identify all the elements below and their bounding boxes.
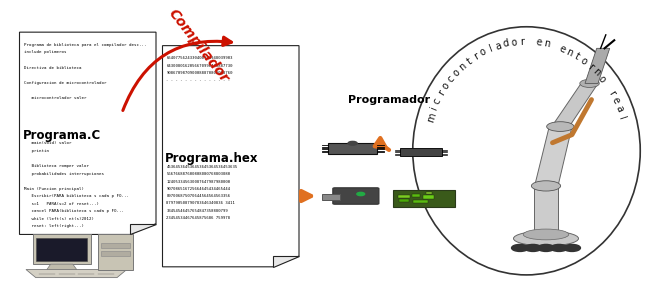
FancyBboxPatch shape — [333, 188, 379, 204]
Text: o: o — [440, 80, 452, 91]
FancyBboxPatch shape — [32, 234, 91, 264]
Text: Main (Funcion principal): Main (Funcion principal) — [24, 187, 84, 191]
Text: Biblioteca romper valor: Biblioteca romper valor — [24, 164, 89, 168]
Text: o: o — [578, 55, 589, 67]
Text: 33454546457654847358880799: 33454546457654847358880799 — [166, 209, 228, 213]
FancyBboxPatch shape — [413, 200, 428, 203]
Text: while (left(s) nt(s)2012): while (left(s) nt(s)2012) — [24, 217, 94, 221]
Text: probabilidades interrupciones: probabilidades interrupciones — [24, 171, 104, 176]
Circle shape — [357, 192, 365, 196]
Polygon shape — [162, 46, 299, 267]
Text: microcontrolador valer: microcontrolador valer — [24, 96, 86, 100]
Text: c: c — [432, 96, 443, 106]
Text: m: m — [425, 111, 437, 123]
Text: 124053345630087647987980000: 124053345630087647987980000 — [166, 180, 231, 184]
Text: t: t — [573, 51, 581, 62]
FancyBboxPatch shape — [426, 192, 432, 194]
Ellipse shape — [532, 181, 560, 191]
Text: e: e — [610, 96, 621, 106]
Text: r: r — [472, 51, 480, 62]
FancyBboxPatch shape — [422, 195, 434, 200]
FancyBboxPatch shape — [36, 238, 87, 261]
Text: r: r — [606, 89, 617, 97]
Text: o: o — [511, 37, 518, 48]
Polygon shape — [47, 264, 77, 269]
Ellipse shape — [547, 122, 574, 131]
Polygon shape — [585, 48, 610, 83]
Text: 453645364536453645364536453635: 453645364536453645364536453635 — [166, 165, 238, 169]
Text: main(void) valor: main(void) valor — [24, 142, 72, 145]
Text: Programa de biblioteca para el compilador desc...: Programa de biblioteca para el compilado… — [24, 43, 146, 47]
Text: - - - - - - - - - - - - - -: - - - - - - - - - - - - - - — [166, 78, 231, 82]
FancyBboxPatch shape — [400, 148, 442, 156]
Text: 907086516725664645434465444: 907086516725664645434465444 — [166, 187, 231, 191]
Ellipse shape — [413, 27, 640, 275]
Text: include polimeros: include polimeros — [24, 50, 66, 55]
FancyBboxPatch shape — [393, 190, 455, 207]
Circle shape — [512, 245, 528, 251]
Text: Escribir(PARA biblioteca s cada p FO...: Escribir(PARA biblioteca s cada p FO... — [24, 194, 129, 198]
Ellipse shape — [523, 229, 569, 240]
Text: l: l — [488, 44, 494, 54]
FancyBboxPatch shape — [412, 194, 420, 197]
Text: reset: left(right...): reset: left(right...) — [24, 224, 84, 228]
FancyBboxPatch shape — [399, 200, 409, 202]
Text: a: a — [613, 104, 625, 113]
Text: r: r — [436, 89, 447, 97]
Text: 897006875070644564564563356: 897006875070644564564563356 — [166, 194, 231, 198]
Text: 6540775624330400994948039903: 6540775624330400994948039903 — [166, 56, 233, 61]
Text: n: n — [543, 38, 551, 50]
Polygon shape — [551, 83, 598, 127]
Text: 566766887600808080768803080: 566766887600808080768803080 — [166, 172, 231, 176]
Text: d: d — [502, 38, 510, 50]
Circle shape — [348, 142, 358, 145]
Text: Programador: Programador — [348, 95, 430, 105]
Text: Programa.hex: Programa.hex — [165, 152, 259, 165]
FancyBboxPatch shape — [101, 251, 130, 256]
Text: o: o — [596, 73, 608, 84]
Text: r: r — [520, 37, 525, 47]
Text: l: l — [616, 114, 627, 120]
Text: t: t — [465, 56, 474, 67]
Text: s=1   PARA(s=2 of reset...): s=1 PARA(s=2 of reset...) — [24, 202, 99, 206]
Text: e: e — [558, 43, 567, 55]
Text: e: e — [535, 37, 542, 48]
Circle shape — [525, 245, 541, 251]
FancyBboxPatch shape — [322, 194, 340, 200]
Polygon shape — [26, 269, 127, 278]
Text: Directiva de biblioteca: Directiva de biblioteca — [24, 66, 81, 70]
Text: n: n — [590, 67, 602, 78]
Text: 879790508790783646340836 3411: 879790508790783646340836 3411 — [166, 201, 235, 205]
Text: i: i — [429, 106, 439, 112]
Text: 9086709870900088870808088760: 9086709870900088870808088760 — [166, 71, 233, 75]
Ellipse shape — [580, 79, 599, 87]
Text: 23454534467645875686 759978: 23454534467645875686 759978 — [166, 216, 231, 220]
Polygon shape — [273, 256, 299, 267]
Polygon shape — [534, 186, 558, 234]
Text: n: n — [457, 61, 469, 72]
Text: printin: printin — [24, 149, 49, 153]
Text: o: o — [451, 67, 462, 78]
FancyBboxPatch shape — [328, 143, 377, 154]
FancyBboxPatch shape — [101, 243, 130, 248]
Text: 6430080162056670990430887730: 6430080162056670990430887730 — [166, 64, 233, 68]
Text: o: o — [478, 46, 488, 58]
Text: c: c — [446, 74, 457, 84]
FancyBboxPatch shape — [98, 234, 133, 269]
Text: Compilador: Compilador — [165, 6, 231, 85]
Circle shape — [564, 245, 580, 251]
Text: Programa.C: Programa.C — [23, 129, 101, 142]
Text: cancel PARA(biblioteca s cada p FO...: cancel PARA(biblioteca s cada p FO... — [24, 209, 124, 213]
Text: a: a — [494, 40, 502, 52]
Polygon shape — [20, 32, 156, 234]
Text: r: r — [586, 61, 595, 72]
Circle shape — [538, 245, 554, 251]
Text: Configuracion de microcontrolador: Configuracion de microcontrolador — [24, 81, 107, 85]
Text: n: n — [565, 46, 575, 58]
FancyBboxPatch shape — [398, 195, 410, 198]
Circle shape — [551, 245, 567, 251]
Polygon shape — [534, 127, 572, 187]
Polygon shape — [130, 224, 156, 234]
Ellipse shape — [514, 231, 578, 246]
